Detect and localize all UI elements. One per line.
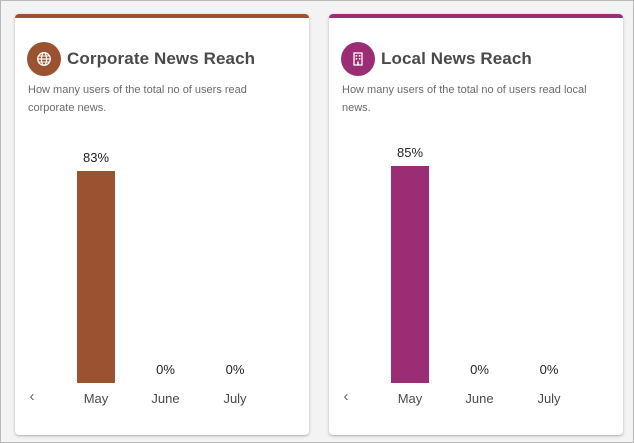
category-label: July bbox=[223, 391, 247, 406]
bar-value-label: 0% bbox=[156, 362, 175, 377]
bar-value-label: 83% bbox=[82, 150, 110, 166]
card-accent-bar bbox=[15, 14, 309, 18]
card-header: Corporate News Reach bbox=[27, 42, 255, 76]
bar-value-label: 0% bbox=[225, 362, 245, 377]
bar-value-label: 0% bbox=[539, 362, 559, 377]
card-accent-bar bbox=[329, 14, 623, 18]
category-label: July bbox=[537, 391, 561, 406]
card-description: How many users of the total no of users … bbox=[28, 84, 247, 114]
card-description: How many users of the total no of users … bbox=[342, 84, 587, 114]
card-header: Local News Reach bbox=[341, 42, 532, 76]
bar-value-label: 0% bbox=[470, 362, 489, 377]
bar bbox=[391, 166, 429, 383]
chevron-left-icon[interactable]: ‹ bbox=[343, 387, 349, 405]
category-label: June bbox=[465, 391, 494, 406]
category-label: May bbox=[83, 391, 109, 406]
category-label: June bbox=[151, 391, 180, 406]
card-title: Corporate News Reach bbox=[67, 49, 256, 68]
bar-value-label: 85% bbox=[396, 145, 424, 161]
chevron-left-icon[interactable]: ‹ bbox=[29, 387, 35, 405]
card-title: Local News Reach bbox=[381, 49, 532, 68]
category-label: May bbox=[397, 391, 423, 406]
building-icon bbox=[341, 42, 375, 76]
bar bbox=[77, 171, 115, 383]
corporate-news-reach-card: Corporate News Reach How many users of t… bbox=[15, 14, 309, 435]
local-news-reach-card: Local News Reach How many users of the t… bbox=[329, 14, 623, 435]
globe-icon bbox=[27, 42, 61, 76]
